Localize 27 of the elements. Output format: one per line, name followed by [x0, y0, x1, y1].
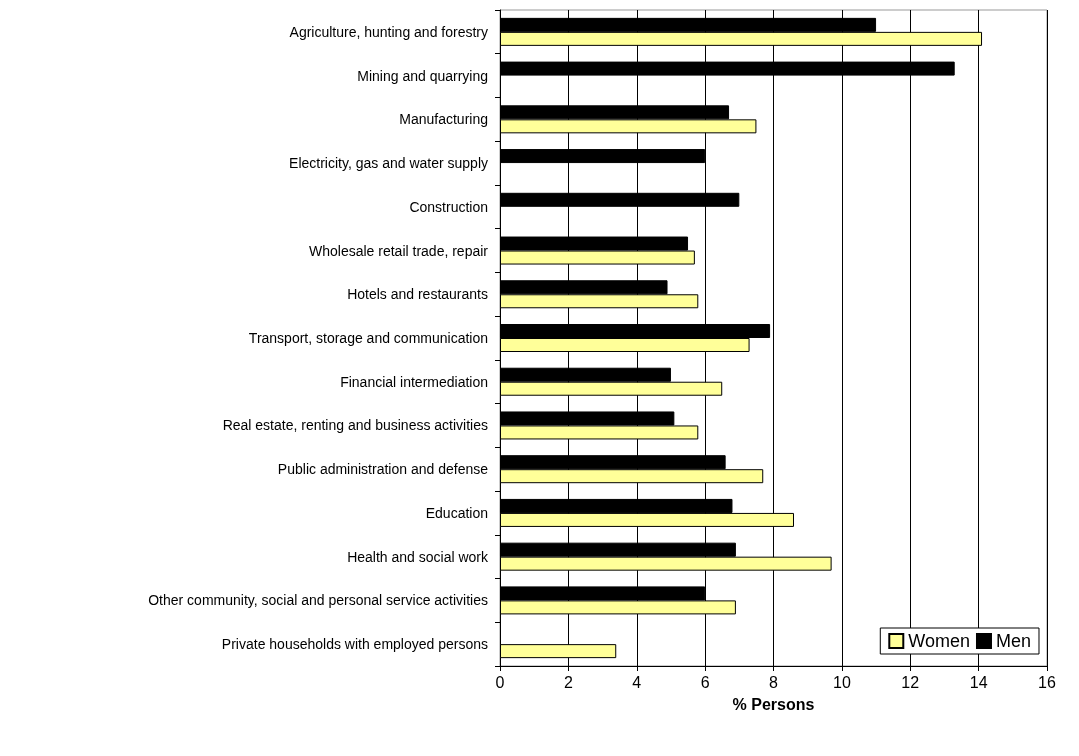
y-tick-label: Transport, storage and communication [248, 330, 488, 346]
legend-label: Men [995, 631, 1031, 651]
x-tick-label: 12 [901, 673, 920, 691]
legend-label: Women [908, 631, 970, 651]
y-tick-label: Agriculture, hunting and forestry [289, 23, 488, 40]
y-tick-label: Private households with employed persons [221, 636, 488, 653]
y-tick-label: Construction [409, 198, 488, 215]
x-axis-title: % Persons [732, 695, 815, 713]
y-tick-label: Wholesale retail trade, repair [309, 242, 489, 259]
y-tick-label: Electricity, gas and water supply [289, 155, 488, 172]
y-tick-label: Mining and quarrying [357, 67, 488, 84]
x-tick-label: 14 [969, 673, 988, 691]
x-tick-label: 10 [832, 673, 851, 691]
x-tick-label: 6 [700, 673, 710, 691]
y-tick-label: Manufacturing [399, 111, 488, 128]
y-tick-label: Public administration and defense [277, 461, 489, 478]
y-tick-label: Education [425, 504, 488, 521]
x-tick-label: 0 [495, 673, 505, 691]
y-tick-label: Real estate, renting and business activities [222, 417, 488, 434]
y-tick-label: Hotels and restaurants [347, 286, 488, 303]
y-tick-label: Financial intermediation [340, 373, 488, 390]
y-tick-label: Other community, social and personal service activities [148, 592, 488, 609]
x-tick-label: 4 [632, 673, 642, 691]
x-tick-label: 2 [563, 673, 573, 691]
x-tick-label: 8 [769, 673, 779, 691]
y-tick-label: Health and social work [347, 548, 489, 565]
x-tick-label: 16 [1038, 673, 1056, 691]
